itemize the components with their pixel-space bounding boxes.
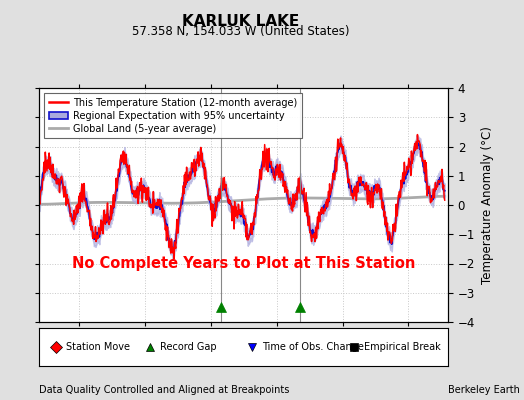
Text: Time of Obs. Change: Time of Obs. Change (262, 342, 364, 352)
Text: Station Move: Station Move (66, 342, 130, 352)
Y-axis label: Temperature Anomaly (°C): Temperature Anomaly (°C) (481, 126, 494, 284)
Text: Data Quality Controlled and Aligned at Breakpoints: Data Quality Controlled and Aligned at B… (39, 385, 290, 395)
Text: Berkeley Earth: Berkeley Earth (448, 385, 520, 395)
Text: Empirical Break: Empirical Break (364, 342, 441, 352)
Text: Record Gap: Record Gap (160, 342, 216, 352)
Text: 57.358 N, 154.033 W (United States): 57.358 N, 154.033 W (United States) (132, 25, 350, 38)
Text: KARLUK LAKE: KARLUK LAKE (182, 14, 300, 29)
Text: No Complete Years to Plot at This Station: No Complete Years to Plot at This Statio… (72, 256, 416, 271)
Legend: This Temperature Station (12-month average), Regional Expectation with 95% uncer: This Temperature Station (12-month avera… (44, 93, 302, 138)
